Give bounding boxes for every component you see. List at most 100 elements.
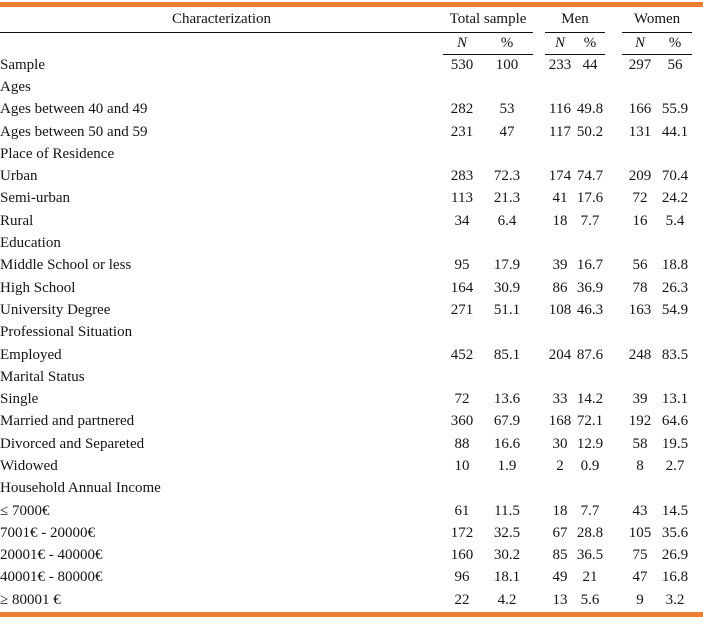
column-gap [533, 522, 545, 544]
corner-header: Characterization [0, 7, 443, 33]
cell-value: 7.7 [580, 212, 600, 229]
section-row: Household Annual Income [0, 478, 703, 500]
column-gap [605, 143, 622, 165]
data-row: Widowed 10 1.9 2 0.9 8 2.7 [0, 455, 703, 477]
column-gap [605, 455, 622, 477]
data-row: 20001€ - 40000€ 160 30.2 85 36.5 75 26.9 [0, 545, 703, 567]
data-row: ≥ 80001 € 22 4.2 13 5.6 9 3.2 [0, 589, 703, 611]
section-label: Education [0, 235, 61, 252]
column-gap [533, 433, 545, 455]
cell-value: 72.1 [576, 413, 604, 430]
cell-value [575, 366, 605, 388]
cell-value: 26.9 [661, 547, 689, 564]
cell-value [481, 232, 533, 254]
cell-value: 233 [548, 56, 572, 73]
section-label: Household Annual Income [0, 480, 161, 497]
cell-value [575, 478, 605, 500]
subheader-total-pct: % [481, 32, 534, 55]
column-gap [533, 32, 545, 54]
column-gap [533, 255, 545, 277]
cell-value: 0.9 [580, 457, 600, 474]
right-margin [692, 76, 703, 98]
column-gap [533, 567, 545, 589]
row-label: Rural [0, 212, 34, 229]
cell-value [481, 143, 533, 165]
cell-value: 67 [552, 524, 568, 541]
cell-value [658, 478, 692, 500]
cell-value: 164 [450, 279, 474, 296]
column-gap [605, 54, 622, 76]
cell-value: 8 [636, 457, 644, 474]
right-margin [692, 322, 703, 344]
data-row: 7001€ - 20000€ 172 32.5 67 28.8 105 35.6 [0, 522, 703, 544]
cell-value: 113 [451, 190, 473, 207]
cell-value: 10 [454, 457, 470, 474]
column-gap [605, 165, 622, 187]
cell-value: 16.8 [661, 569, 689, 586]
right-margin [692, 433, 703, 455]
cell-value: 17.6 [576, 190, 604, 207]
row-label: Semi-urban [0, 190, 70, 207]
data-row: High School 164 30.9 86 36.9 78 26.3 [0, 277, 703, 299]
group-header-men: Men [545, 7, 606, 33]
cell-value: 16.6 [493, 435, 521, 452]
column-gap [533, 455, 545, 477]
section-label: Marital Status [0, 368, 85, 385]
cell-value: 18.8 [661, 257, 689, 274]
cell-value: 209 [628, 168, 652, 185]
data-row: Middle School or less 95 17.9 39 16.7 56 18.8 [0, 255, 703, 277]
right-margin [692, 411, 703, 433]
data-row: Rural 34 6.4 18 7.7 16 5.4 [0, 210, 703, 232]
cell-value: 116 [549, 101, 571, 118]
row-label: 7001€ - 20000€ [0, 524, 95, 541]
section-label: Professional Situation [0, 324, 133, 341]
cell-value: 72 [632, 190, 648, 207]
data-row: ≤ 7000€ 61 11.5 18 7.7 43 14.5 [0, 500, 703, 522]
right-margin [692, 255, 703, 277]
cell-value: 51.1 [493, 301, 521, 318]
cell-value: 44.1 [661, 123, 689, 140]
right-margin [692, 589, 703, 611]
cell-value: 36.9 [576, 279, 604, 296]
cell-value [622, 232, 658, 254]
row-label: Divorced and Separeted [0, 435, 145, 452]
cell-value [622, 76, 658, 98]
subheader-men-pct: % [575, 32, 606, 55]
row-label: High School [0, 279, 76, 296]
cell-value [481, 478, 533, 500]
cell-value [545, 478, 575, 500]
cell-value [658, 366, 692, 388]
cell-value: 67.9 [493, 413, 521, 430]
cell-value: 28.8 [576, 524, 604, 541]
cell-value: 297 [628, 56, 652, 73]
cell-value: 231 [450, 123, 474, 140]
column-gap [533, 7, 545, 32]
cell-value [575, 76, 605, 98]
cell-value: 58 [632, 435, 648, 452]
column-gap [533, 500, 545, 522]
cell-value: 49.8 [576, 101, 604, 118]
cell-value: 360 [450, 413, 474, 430]
table-body: Sample 530 100 233 44 297 56 Ages Ages between 4… [0, 54, 703, 611]
column-gap [533, 545, 545, 567]
column-gap [533, 411, 545, 433]
column-gap [533, 232, 545, 254]
right-margin [692, 366, 703, 388]
top-accent-bar [0, 2, 703, 7]
cell-value: 4.2 [497, 591, 517, 608]
cell-value [545, 322, 575, 344]
cell-value [481, 322, 533, 344]
cell-value: 172 [450, 524, 474, 541]
cell-value: 5.4 [665, 212, 685, 229]
column-gap [533, 366, 545, 388]
cell-value: 43 [632, 502, 648, 519]
right-margin [692, 210, 703, 232]
cell-value: 75 [632, 547, 648, 564]
data-row: Employed 452 85.1 204 87.6 248 83.5 [0, 344, 703, 366]
cell-value: 83.5 [661, 346, 689, 363]
cell-value: 2.7 [665, 457, 685, 474]
data-row: Ages between 50 and 59 231 47 117 50.2 131 44.… [0, 121, 703, 143]
column-gap [533, 54, 545, 76]
cell-value [481, 366, 533, 388]
